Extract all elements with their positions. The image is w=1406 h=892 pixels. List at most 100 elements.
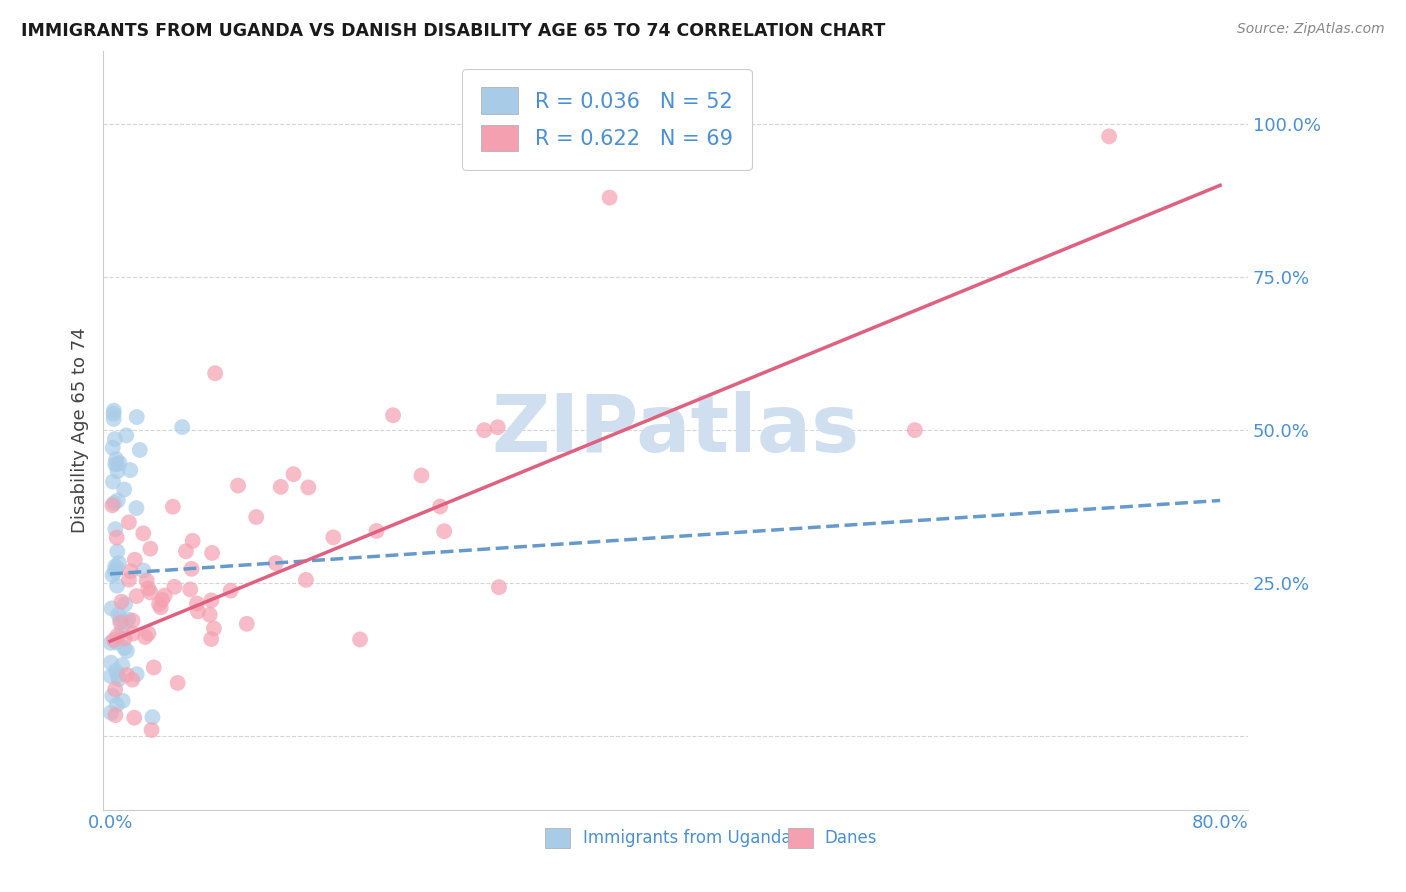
- Point: [201, 546, 224, 560]
- Point: [114, 597, 136, 611]
- Point: [125, 409, 148, 424]
- Point: [283, 467, 305, 482]
- Point: [366, 524, 388, 538]
- Point: [101, 568, 124, 582]
- Text: IMMIGRANTS FROM UGANDA VS DANISH DISABILITY AGE 65 TO 74 CORRELATION CHART: IMMIGRANTS FROM UGANDA VS DANISH DISABIL…: [21, 22, 886, 40]
- Point: [163, 580, 186, 594]
- Point: [101, 475, 124, 489]
- Point: [166, 676, 188, 690]
- Point: [108, 456, 131, 470]
- Point: [139, 585, 162, 599]
- Point: [105, 560, 128, 574]
- Point: [100, 656, 122, 670]
- Point: [139, 541, 162, 556]
- Point: [1098, 129, 1121, 144]
- Point: [120, 564, 142, 578]
- Point: [128, 442, 150, 457]
- Point: [103, 407, 125, 421]
- Point: [486, 420, 509, 434]
- Point: [103, 412, 125, 426]
- Point: [105, 452, 128, 467]
- Point: [349, 632, 371, 647]
- Point: [121, 673, 143, 687]
- Point: [104, 458, 127, 472]
- Point: [245, 510, 267, 524]
- Point: [472, 423, 495, 437]
- Point: [219, 583, 242, 598]
- Point: [200, 593, 222, 607]
- Point: [108, 556, 131, 570]
- Point: [104, 682, 127, 697]
- Point: [118, 573, 141, 587]
- Point: [110, 612, 132, 626]
- Point: [141, 723, 163, 737]
- Point: [153, 589, 176, 603]
- Point: [180, 562, 202, 576]
- Point: [198, 607, 221, 622]
- Point: [382, 408, 405, 422]
- Point: [118, 516, 141, 530]
- Point: [115, 668, 138, 682]
- Point: [121, 614, 143, 628]
- Text: ZIPatlas: ZIPatlas: [491, 391, 859, 469]
- Point: [488, 580, 510, 594]
- Point: [107, 607, 129, 622]
- Point: [148, 597, 170, 611]
- Point: [101, 689, 124, 703]
- Text: Immigrants from Uganda: Immigrants from Uganda: [582, 829, 792, 847]
- Point: [104, 564, 127, 578]
- Point: [105, 635, 128, 649]
- Point: [186, 597, 208, 611]
- Point: [124, 553, 146, 567]
- Point: [120, 463, 142, 477]
- Point: [599, 190, 621, 204]
- Point: [117, 612, 139, 626]
- Point: [105, 544, 128, 558]
- Point: [142, 660, 165, 674]
- Point: [295, 573, 318, 587]
- Y-axis label: Disability Age 65 to 74: Disability Age 65 to 74: [72, 327, 89, 533]
- Text: Danes: Danes: [824, 829, 877, 847]
- Point: [105, 457, 128, 471]
- Point: [235, 616, 257, 631]
- Point: [322, 530, 344, 544]
- Point: [264, 556, 287, 570]
- Point: [110, 615, 132, 630]
- Text: Source: ZipAtlas.com: Source: ZipAtlas.com: [1237, 22, 1385, 37]
- Point: [411, 468, 433, 483]
- Point: [115, 428, 138, 442]
- Point: [104, 522, 127, 536]
- Point: [179, 582, 201, 597]
- Point: [125, 501, 148, 516]
- Point: [297, 480, 319, 494]
- Point: [104, 559, 127, 574]
- Point: [181, 533, 204, 548]
- Point: [110, 595, 132, 609]
- Point: [904, 423, 927, 437]
- Point: [107, 493, 129, 508]
- Point: [149, 600, 172, 615]
- Point: [100, 669, 122, 683]
- Point: [111, 694, 134, 708]
- Point: [162, 500, 184, 514]
- Point: [270, 480, 292, 494]
- Point: [114, 615, 136, 629]
- Point: [101, 498, 124, 512]
- Point: [105, 531, 128, 545]
- Point: [132, 563, 155, 577]
- Point: [104, 432, 127, 446]
- Point: [105, 579, 128, 593]
- Point: [105, 698, 128, 712]
- Point: [107, 629, 129, 643]
- Point: [134, 630, 156, 644]
- Point: [204, 366, 226, 380]
- Point: [226, 478, 249, 492]
- Point: [150, 592, 173, 607]
- Point: [112, 483, 135, 497]
- Point: [124, 711, 146, 725]
- Point: [100, 636, 122, 650]
- Point: [136, 582, 159, 596]
- Point: [103, 632, 125, 647]
- Point: [125, 589, 148, 603]
- Point: [202, 622, 225, 636]
